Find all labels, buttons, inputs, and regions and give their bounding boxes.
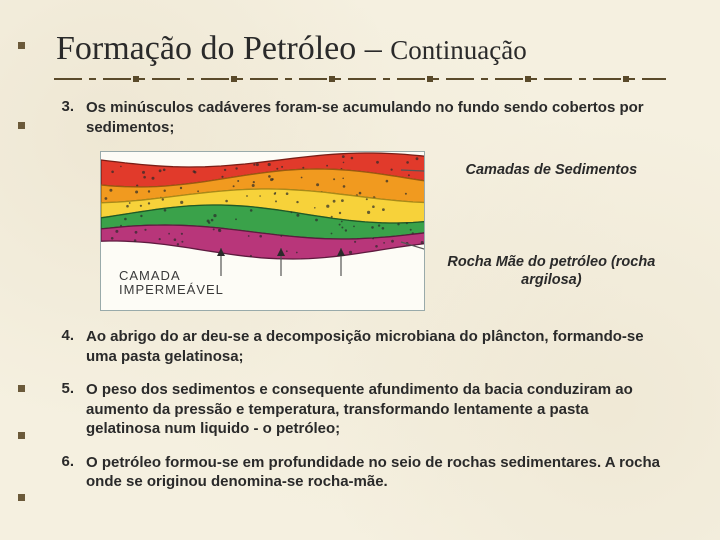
item-number: 5.: [56, 380, 74, 439]
item-text: O petróleo formou-se em profundidade no …: [86, 453, 664, 492]
page-title: Formação do Petróleo – Continuação: [56, 30, 664, 68]
item-text: Os minúsculos cadáveres foram-se acumula…: [86, 98, 664, 137]
decorative-bullet: [18, 385, 25, 392]
item-number: 4.: [56, 327, 74, 366]
decorative-bullet: [18, 432, 25, 439]
list-item: 4. Ao abrigo do ar deu-se a decomposição…: [56, 327, 664, 366]
title-main: Formação do Petróleo –: [56, 30, 390, 67]
layers-svg: IMPERMEÁVELCAMADA: [101, 152, 425, 311]
list-item: 5. O peso dos sedimentos e consequente a…: [56, 380, 664, 439]
item-number: 6.: [56, 453, 74, 492]
item-number: 3.: [56, 98, 74, 137]
title-divider: [54, 76, 666, 82]
list-item: 3. Os minúsculos cadáveres foram-se acum…: [56, 98, 664, 137]
decorative-bullet: [18, 122, 25, 129]
item-text: Ao abrigo do ar deu-se a decomposição mi…: [86, 327, 664, 366]
svg-text:IMPERMEÁVEL: IMPERMEÁVEL: [119, 282, 224, 297]
label-sediments: Camadas de Sedimentos: [439, 161, 664, 179]
decorative-bullet: [18, 42, 25, 49]
list-item: 6. O petróleo formou-se em profundidade …: [56, 453, 664, 492]
title-sub: Continuação: [390, 35, 526, 65]
sediment-layers-diagram: IMPERMEÁVELCAMADA: [100, 151, 425, 311]
diagram-labels: Camadas de Sedimentos Rocha Mãe do petró…: [439, 151, 664, 311]
decorative-bullet: [18, 494, 25, 501]
svg-text:CAMADA: CAMADA: [119, 268, 181, 283]
item-text: O peso dos sedimentos e consequente afun…: [86, 380, 664, 439]
label-mother-rock: Rocha Mãe do petróleo (rocha argilosa): [439, 253, 664, 289]
diagram-row: IMPERMEÁVELCAMADA Camadas de Sedimentos …: [100, 151, 664, 311]
